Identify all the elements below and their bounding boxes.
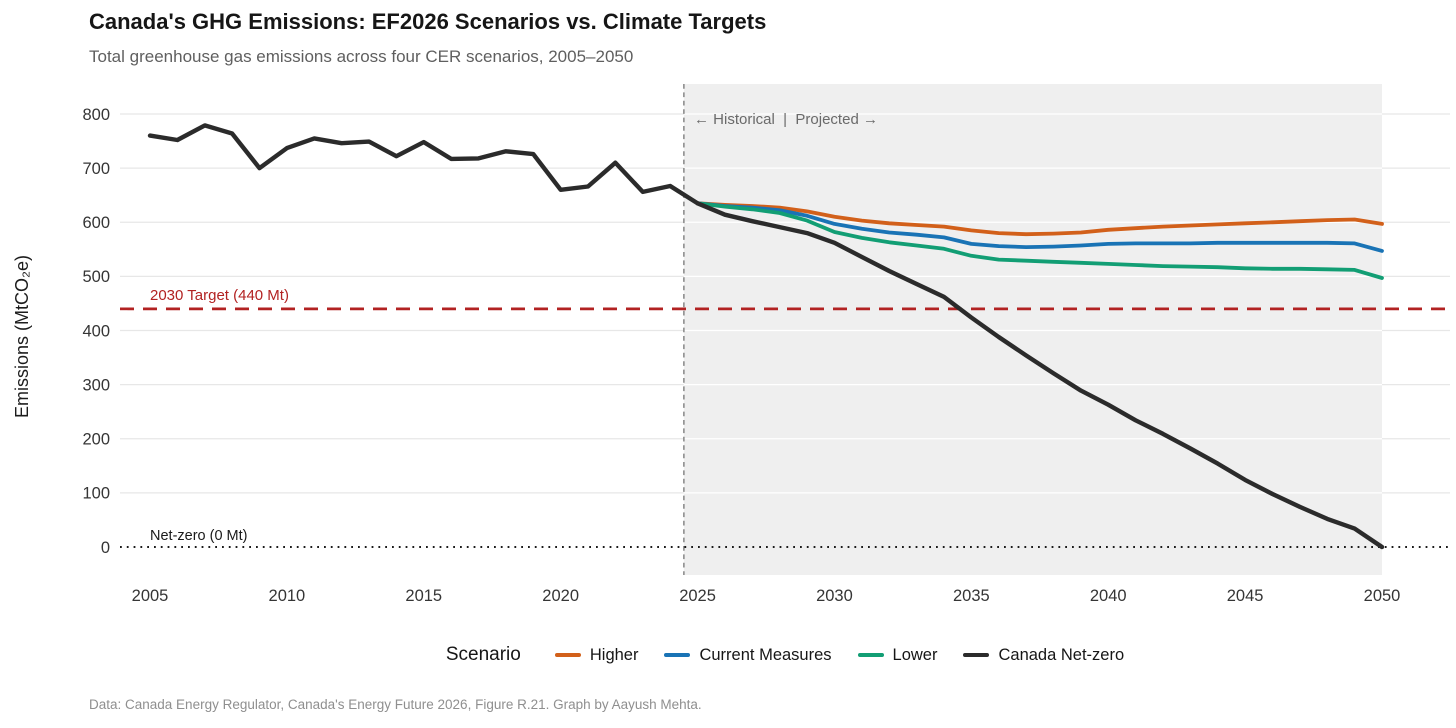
y-tick-label-500: 500 <box>82 268 110 286</box>
source-caption: Data: Canada Energy Regulator, Canada's … <box>89 697 702 712</box>
legend-item-label: Lower <box>892 645 938 664</box>
legend-title: Scenario <box>445 644 521 665</box>
legend-item-label: Canada Net-zero <box>998 645 1125 664</box>
x-tick-label-2030: 2030 <box>816 587 853 605</box>
y-tick-label-200: 200 <box>82 431 110 449</box>
y-tick-label-100: 100 <box>82 485 110 503</box>
x-tick-label-2040: 2040 <box>1090 587 1127 605</box>
x-tick-label-2005: 2005 <box>132 587 169 605</box>
y-tick-label-400: 400 <box>82 322 110 340</box>
projection-region <box>683 84 1383 575</box>
legend-item-lower: Lower <box>857 645 938 665</box>
y-tick-label-700: 700 <box>82 160 110 178</box>
legend-item-higher: Higher <box>554 645 639 665</box>
series-line-higher <box>668 184 1384 237</box>
chart-title: Canada's GHG Emissions: EF2026 Scenarios… <box>89 9 767 34</box>
y-tick-label-800: 800 <box>82 106 110 124</box>
x-tick-label-2050: 2050 <box>1364 587 1401 605</box>
legend-swatch-icon <box>664 652 691 658</box>
x-tick-label-2035: 2035 <box>953 587 990 605</box>
series-line-lower <box>668 184 1384 280</box>
x-tick-label-2015: 2015 <box>405 587 442 605</box>
y-tick-label-300: 300 <box>82 376 110 394</box>
legend-item-current-measures: Current Measures <box>664 645 832 665</box>
x-tick-label-2010: 2010 <box>269 587 306 605</box>
y-tick-label-0: 0 <box>101 539 110 557</box>
x-tick-label-2020: 2020 <box>542 587 579 605</box>
target-2030-label: 2030 Target (440 Mt) <box>150 287 289 304</box>
legend-item-canada-net-zero: Canada Net-zero <box>963 646 1124 665</box>
y-tick-label-600: 600 <box>82 214 110 232</box>
chart-subtitle: Total greenhouse gas emissions across fo… <box>89 47 634 66</box>
netzero-label: Net-zero (0 Mt) <box>150 528 248 544</box>
legend-swatch-icon <box>857 652 884 658</box>
series-line-historical <box>147 123 700 206</box>
legend-swatch-icon <box>554 652 581 658</box>
series-line-canada-net-zero <box>695 201 1385 550</box>
x-tick-label-2045: 2045 <box>1227 587 1264 605</box>
series-line-current-measures <box>668 184 1384 253</box>
legend-item-label: Higher <box>589 645 639 664</box>
legend-item-label: Current Measures <box>699 645 832 664</box>
x-tick-label-2025: 2025 <box>679 587 716 605</box>
legend: Scenario Higher Current Measures Lower Cana… <box>120 644 1450 666</box>
legend-swatch-icon <box>963 652 990 658</box>
historical-projected-annotation: ← Historical | Projected → <box>694 111 878 128</box>
